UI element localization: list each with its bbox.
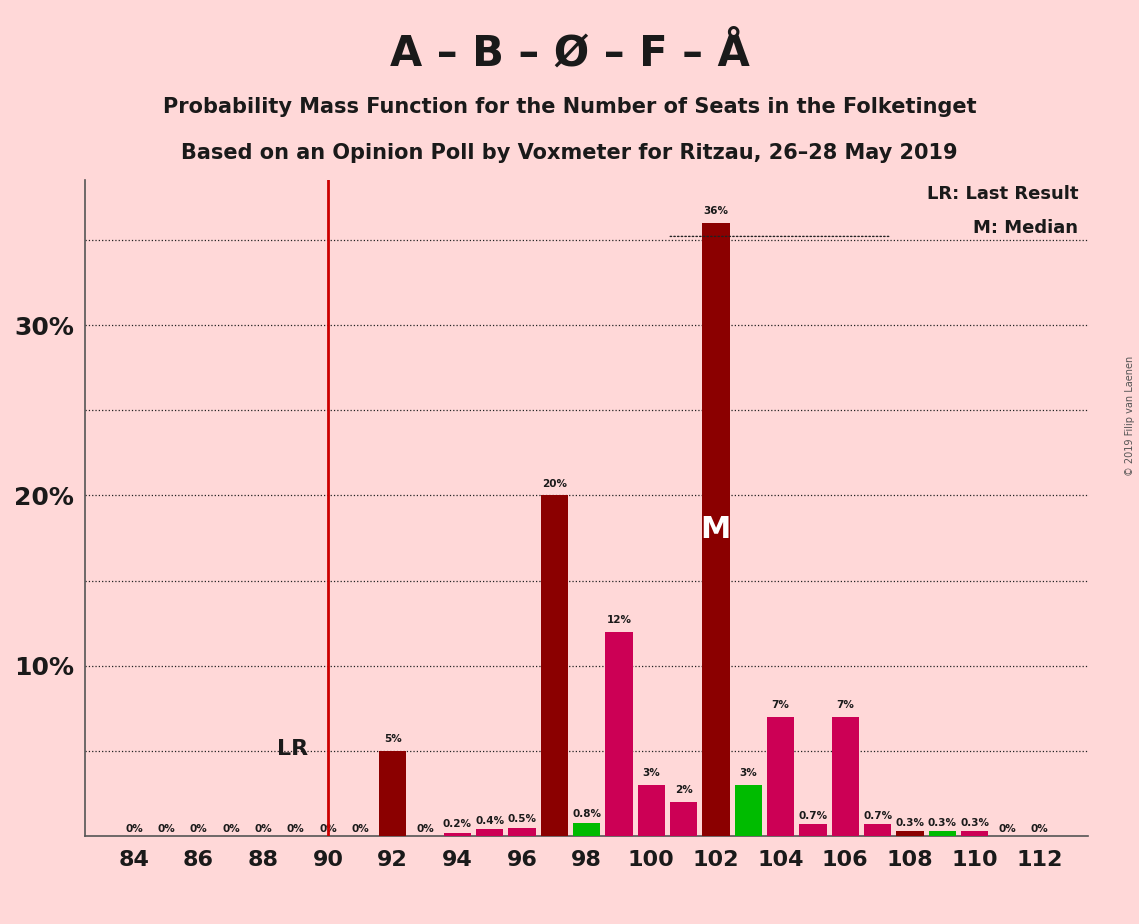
Text: 0.5%: 0.5% — [507, 814, 536, 824]
Text: 0%: 0% — [125, 823, 142, 833]
Bar — [831, 717, 859, 836]
Bar — [638, 785, 665, 836]
Bar — [735, 785, 762, 836]
Bar — [896, 831, 924, 836]
Bar — [961, 831, 989, 836]
Text: LR: LR — [278, 739, 309, 760]
Bar — [379, 751, 407, 836]
Bar — [670, 802, 697, 836]
Text: 0%: 0% — [998, 823, 1016, 833]
Text: 7%: 7% — [771, 700, 789, 711]
Text: 0%: 0% — [351, 823, 369, 833]
Text: 0.3%: 0.3% — [928, 818, 957, 828]
Text: 0%: 0% — [222, 823, 240, 833]
Bar — [476, 830, 503, 836]
Text: Probability Mass Function for the Number of Seats in the Folketinget: Probability Mass Function for the Number… — [163, 97, 976, 117]
Text: LR: Last Result: LR: Last Result — [926, 186, 1077, 203]
Text: M: Median: M: Median — [973, 219, 1077, 237]
Text: 0%: 0% — [416, 823, 434, 833]
Text: 0.3%: 0.3% — [960, 818, 989, 828]
Bar — [767, 717, 794, 836]
Text: 20%: 20% — [542, 479, 567, 489]
Text: © 2019 Filip van Laenen: © 2019 Filip van Laenen — [1125, 356, 1134, 476]
Text: M: M — [700, 515, 731, 544]
Text: 0%: 0% — [287, 823, 304, 833]
Text: 12%: 12% — [606, 615, 631, 625]
Text: 5%: 5% — [384, 735, 401, 744]
Text: Based on an Opinion Poll by Voxmeter for Ritzau, 26–28 May 2019: Based on an Opinion Poll by Voxmeter for… — [181, 143, 958, 164]
Text: 0.7%: 0.7% — [863, 811, 892, 821]
Text: 3%: 3% — [739, 768, 757, 778]
Bar — [605, 632, 632, 836]
Bar — [508, 828, 535, 836]
Text: 0%: 0% — [254, 823, 272, 833]
Text: 0%: 0% — [157, 823, 175, 833]
Bar — [443, 833, 472, 836]
Text: 0.7%: 0.7% — [798, 811, 827, 821]
Bar — [928, 831, 956, 836]
Text: 36%: 36% — [704, 206, 729, 216]
Bar — [573, 822, 600, 836]
Bar — [541, 495, 568, 836]
Text: 0.4%: 0.4% — [475, 816, 505, 826]
Text: 2%: 2% — [674, 785, 693, 796]
Text: 3%: 3% — [642, 768, 661, 778]
Text: 7%: 7% — [836, 700, 854, 711]
Text: A – B – Ø – F – Å: A – B – Ø – F – Å — [390, 32, 749, 74]
Text: 0%: 0% — [1031, 823, 1048, 833]
Text: 0%: 0% — [319, 823, 337, 833]
Text: 0.3%: 0.3% — [895, 818, 925, 828]
Bar — [800, 824, 827, 836]
Text: 0.2%: 0.2% — [443, 820, 472, 830]
Text: 0%: 0% — [190, 823, 207, 833]
Text: 0.8%: 0.8% — [572, 809, 601, 820]
Bar — [702, 223, 730, 836]
Bar — [863, 824, 892, 836]
